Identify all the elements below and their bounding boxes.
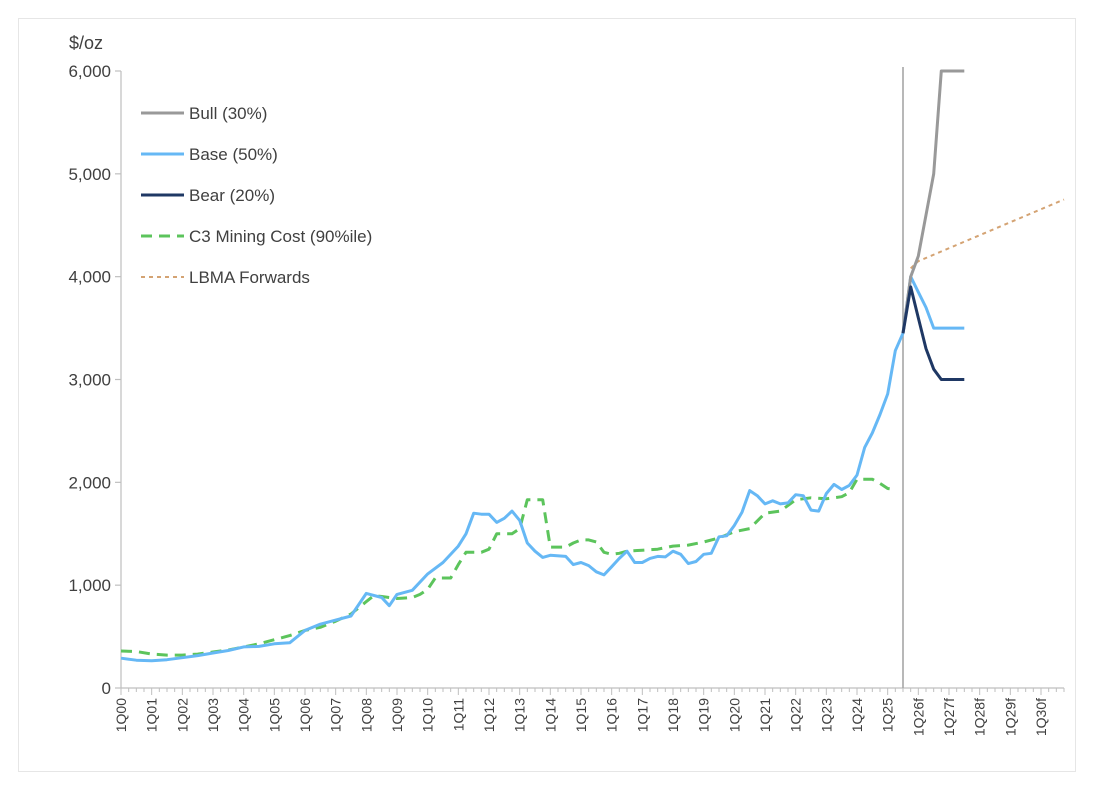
legend-label: C3 Mining Cost (90%ile) [189,227,372,246]
x-tick-label: 1Q16 [604,698,620,732]
x-tick-label: 1Q19 [696,698,712,732]
y-axis-ticks: 0 1,000 2,000 3,000 4,000 5,000 6,000 [68,62,121,698]
x-tick-label: 1Q10 [420,698,436,732]
y-tick-label: 6,000 [68,62,111,81]
x-tick-label: 1Q22 [788,698,804,732]
x-tick-label: 1Q24 [849,698,865,732]
x-tick-label: 1Q04 [236,698,252,732]
x-tick-label: 1Q06 [297,698,313,732]
x-tick-label: 1Q09 [389,698,405,732]
x-tick-label: 1Q02 [174,698,190,732]
series-line-lbma-forwards [910,198,1065,270]
x-tick-label: 1Q12 [481,698,497,732]
series-lines [120,69,1065,663]
legend: Bull (30%) Base (50%) Bear (20%) C3 Mining … [141,104,372,287]
series-line-c3-mining-cost-90-ile [120,477,896,657]
x-tick-label: 1Q05 [266,698,282,732]
series-line-base-50 [120,275,965,663]
chart-frame: $/oz 0 1,000 2,000 3,000 4,000 5,000 6,000 1Q0… [18,18,1076,772]
x-tick-label: 1Q14 [542,698,558,732]
x-tick-label: 1Q27f [941,698,957,736]
y-tick-label: 1,000 [68,576,111,595]
x-tick-label: 1Q29f [1002,698,1018,736]
legend-label: Base (50%) [189,145,278,164]
x-tick-label: 1Q18 [665,698,681,732]
axes [120,67,1064,689]
x-tick-label: 1Q17 [634,698,650,732]
y-tick-label: 3,000 [68,371,111,390]
y-tick-label: 5,000 [68,165,111,184]
x-tick-label: 1Q28f [972,698,988,736]
x-tick-label: 1Q26f [910,698,926,736]
gold-price-scenario-chart: $/oz 0 1,000 2,000 3,000 4,000 5,000 6,000 1Q0… [68,33,1065,736]
x-tick-label: 1Q01 [144,698,160,732]
x-tick-label: 1Q15 [573,698,589,732]
x-tick-label: 1Q20 [726,698,742,732]
x-tick-label: 1Q13 [512,698,528,732]
y-tick-label: 0 [102,679,111,698]
x-tick-label: 1Q23 [818,698,834,732]
series-line-bull-30 [901,69,965,334]
legend-label: LBMA Forwards [189,268,310,287]
x-tick-label: 1Q11 [450,698,466,731]
x-tick-label: 1Q00 [113,698,129,732]
y-tick-label: 2,000 [68,473,111,492]
x-tick-label: 1Q30f [1033,698,1049,736]
x-tick-label: 1Q21 [757,698,773,732]
x-tick-label: 1Q03 [205,698,221,732]
x-tick-label: 1Q25 [880,698,896,732]
series-line-bear-20 [901,285,965,381]
legend-label: Bull (30%) [189,104,267,123]
legend-label: Bear (20%) [189,186,275,205]
y-unit-label: $/oz [69,33,103,53]
x-tick-label: 1Q07 [328,698,344,732]
x-axis-ticks: 1Q00 1Q01 1Q02 1Q03 1Q04 1Q05 1Q06 1Q07 1Q08 1Q09… [113,688,1065,736]
y-tick-label: 4,000 [68,268,111,287]
x-tick-label: 1Q08 [358,698,374,732]
